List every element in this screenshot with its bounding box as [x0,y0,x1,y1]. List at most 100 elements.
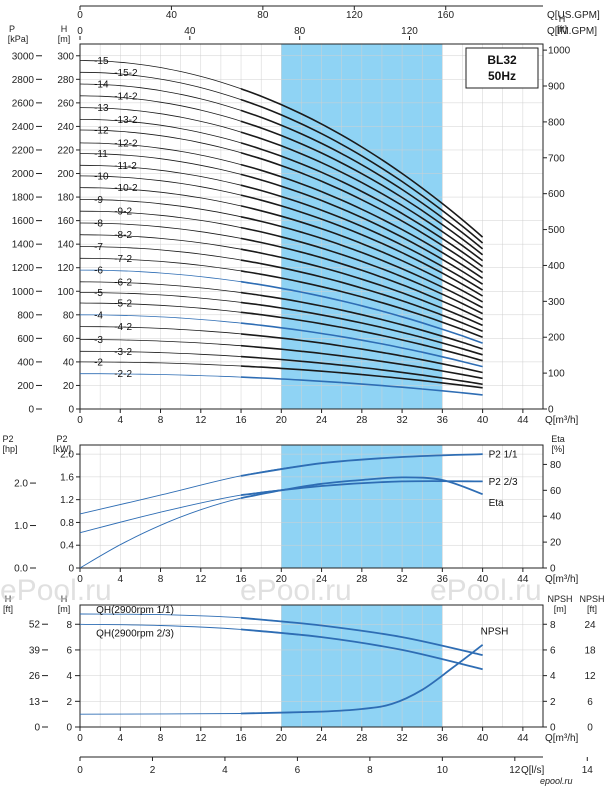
series-label: Eta [489,498,504,509]
pressure-tick-label: 1200 [12,263,35,274]
head-ft-tick-label: 26 [29,671,41,682]
pressure-tick-label: 800 [17,310,34,321]
x-tick-label: 24 [316,415,328,426]
x-tick-label: 8 [158,574,164,585]
qh-curve-operating [240,248,483,327]
pressure-axis-label: P [9,24,15,34]
qh-stage-curve-operating [240,644,484,715]
head-tick-label: 260 [57,98,74,109]
head-ft-tick-label: 1000 [548,46,571,57]
head-tick-label: 60 [63,334,75,345]
p2-kw-axis-label: P2 [56,434,67,444]
us-gpm-axis-label: Q[US.GPM] [547,10,600,21]
npsh-ft-tick-label: 0 [587,723,593,734]
panel-frame [79,43,544,410]
pressure-tick-label: 2200 [12,145,35,156]
series-label: -11 [94,149,108,160]
head-ft-tick-label: 0 [34,723,40,734]
qh-curve-operating [240,109,484,250]
p2-kw-axis-unit: [kW] [53,444,71,454]
series-label: -13-2 [114,115,138,126]
series-label: -8-2 [114,230,132,241]
head-m-axis-unit: [m] [58,604,71,614]
pressure-tick-label: 2000 [12,169,35,180]
series-label: -13 [94,103,109,114]
head-tick-label: 180 [57,193,74,204]
head-m-tick-label: 0 [66,723,72,734]
series-label: -15-2 [114,68,138,79]
panel-frame [79,604,544,728]
npsh-ft-axis-label: NPSH [579,594,604,604]
npsh-m-tick-label: 8 [550,620,556,631]
head-axis-unit: [m] [58,34,71,44]
head-tick-label: 40 [63,357,75,368]
qh-curve-operating [240,355,483,386]
qh-curve-operating [240,173,484,285]
model-frequency: 50Hz [488,69,516,83]
eta-tick-label: 0 [550,564,556,575]
ls-tick-label: 6 [295,765,301,776]
head-m-axis-label: H [61,594,68,604]
x-tick-label: 12 [195,733,207,744]
x-tick-label: 32 [397,574,409,585]
npsh-ft-tick-label: 6 [587,697,593,708]
x-tick-label: 8 [158,415,164,426]
x-tick-label: 32 [397,733,409,744]
x-tick-label: 28 [356,574,368,585]
x-tick-label: 16 [235,415,247,426]
im-gpm-tick-label: 120 [401,26,418,37]
x-tick-label: 4 [117,733,123,744]
p2-kw-tick-label: 2.0 [60,450,74,461]
head-tick-label: 160 [57,216,74,227]
x-axis-unit-label: Q[m³/h] [545,733,579,744]
x-tick-label: 40 [477,415,489,426]
p2-hp-tick-label: 1.0 [14,521,28,532]
series-label: -14-2 [114,91,138,102]
head-ft-axis-label: H [5,594,12,604]
series-label: QH(2900rpm 2/3) [96,628,174,639]
ls-tick-label: 14 [582,765,594,776]
im-gpm-axis-label: Q[IM.GPM] [547,26,597,37]
npsh-m-axis-unit: [m] [554,604,567,614]
qh-curve-operating [240,184,484,291]
eta-axis-unit: [%] [551,444,564,454]
im-gpm-tick-label: 80 [294,26,306,37]
p2-kw-tick-label: 0 [68,564,74,575]
head-ft-tick-label: 13 [29,697,41,708]
x-tick-label: 36 [437,574,449,585]
im-gpm-tick-label: 0 [77,26,83,37]
p2-kw-tick-label: 0.8 [60,518,74,529]
qh-stage-curve-operating [240,628,483,671]
ls-axis-unit-label: Q[l/s] [521,765,545,776]
npsh-ft-tick-label: 12 [584,671,596,682]
qh-curve-operating [240,87,484,238]
x-tick-label: 36 [437,733,449,744]
qh-curve-operating [240,333,483,374]
x-tick-label: 12 [195,574,207,585]
qh-curve-operating [240,237,483,321]
series-label: -5-2 [114,299,132,310]
npsh-m-axis-label: NPSH [547,594,572,604]
head-ft-tick-label: 700 [548,153,565,164]
pressure-tick-label: 2800 [12,75,35,86]
head-ft-tick-label: 900 [548,82,565,93]
x-tick-label: 40 [477,733,489,744]
x-tick-label: 28 [356,415,368,426]
pressure-tick-label: 600 [17,334,34,345]
p2-kw-tick-label: 0.4 [60,541,74,552]
npsh-ft-tick-label: 24 [584,620,596,631]
model-name: BL32 [487,53,517,67]
qh-curve-operating [240,205,483,303]
head-ft-tick-label: 300 [548,297,565,308]
head-ft-axis-label: H [559,14,566,24]
series-label: -7-2 [114,254,132,265]
series-label: NPSH [481,627,509,638]
head-ft-tick-label: 600 [548,189,565,200]
series-label: -5 [94,288,103,299]
head-tick-label: 20 [63,381,75,392]
series-label: -6 [94,266,103,277]
series-label: -4 [94,310,103,321]
qh-curve-operating [240,131,484,262]
qh-curve-operating [240,98,484,244]
head-ft-tick-label: 400 [548,261,565,272]
